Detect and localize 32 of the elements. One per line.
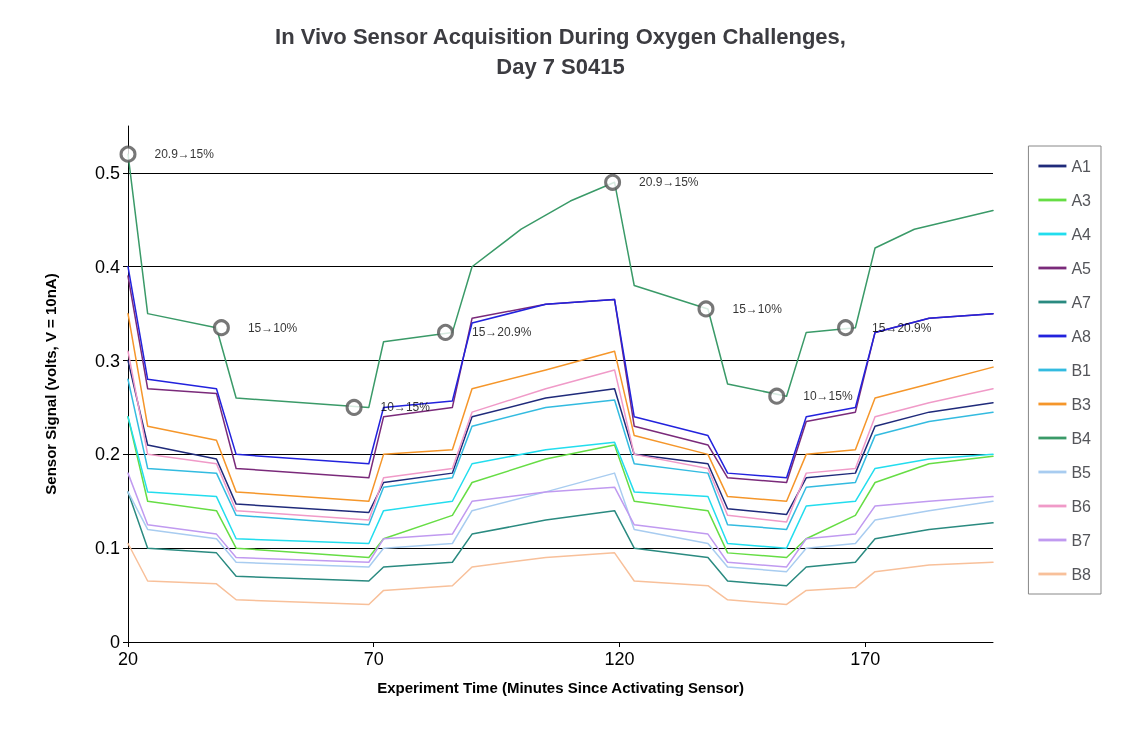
legend-label: A1 [1071,157,1092,175]
y-tick-label: 0.2 [94,444,120,465]
legend-label: A8 [1071,327,1092,345]
annotation: 15→10% [247,320,298,335]
y-tick-label: 0 [109,632,120,652]
annotation: 15→20.9% [471,325,532,340]
x-tick-label: 120 [604,649,635,669]
legend-label: B3 [1071,395,1092,413]
x-tick-label: 170 [850,649,881,669]
annotation: 20.9→15% [639,175,699,190]
legend-label: B8 [1071,565,1092,583]
legend-label: B4 [1071,429,1092,447]
legend-label: B6 [1071,497,1092,515]
annotation: 10→15% [803,389,853,404]
legend-label: A5 [1071,259,1092,277]
y-tick-label: 0.5 [94,162,120,183]
legend-label: A7 [1071,293,1092,311]
annotation: 20.9→15% [154,147,215,162]
legend-label: B5 [1071,463,1092,481]
y-tick-label: 0.4 [94,256,120,277]
x-tick-label: 20 [117,649,139,669]
y-tick-label: 0.3 [94,350,120,371]
legend-label: A3 [1071,191,1092,209]
x-tick-label: 70 [363,649,384,669]
annotation: 15→10% [732,301,783,316]
x-axis-title: Experiment Time (Minutes Since Activating Sensor) [377,679,744,696]
chart-title: In Vivo Sensor Acquisition During Oxygen Challenges, Day 7 S0415 [275,23,846,79]
legend-label: B1 [1071,361,1092,379]
y-tick-label: 0.1 [94,538,120,559]
legend-label: A4 [1071,225,1092,243]
y-axis-title: Sensor Signal (volts, V = 10nA) [42,273,59,495]
legend-label: B7 [1071,531,1092,549]
